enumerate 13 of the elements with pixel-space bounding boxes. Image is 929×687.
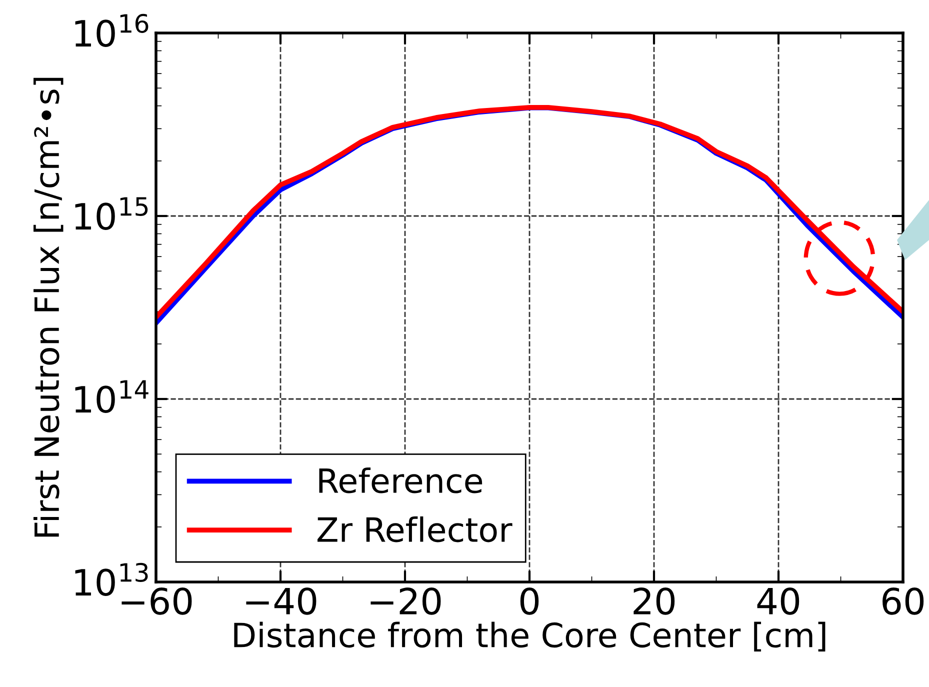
x-tick-label: 40 (757, 588, 800, 615)
x-tick-label: 0 (520, 588, 539, 615)
x-tick-label: −20 (370, 588, 441, 615)
x-tick-label: 60 (882, 588, 924, 615)
y-tick-label: 10$^{16}$ (75, 14, 148, 47)
legend-label: Reference (319, 467, 482, 494)
legend-label: Zr Reflector (318, 516, 512, 542)
x-tick-label: 20 (634, 588, 675, 615)
y-tick-label: 10$^{15}$ (75, 197, 148, 230)
x-tick-label: −40 (246, 588, 316, 615)
y-tick-label: 10$^{14}$ (75, 380, 148, 413)
x-axis-title: Distance from the Core Center [cm] (234, 622, 826, 652)
y-axis-title: First Neutron Flux [n/cm²•s] (34, 78, 64, 537)
